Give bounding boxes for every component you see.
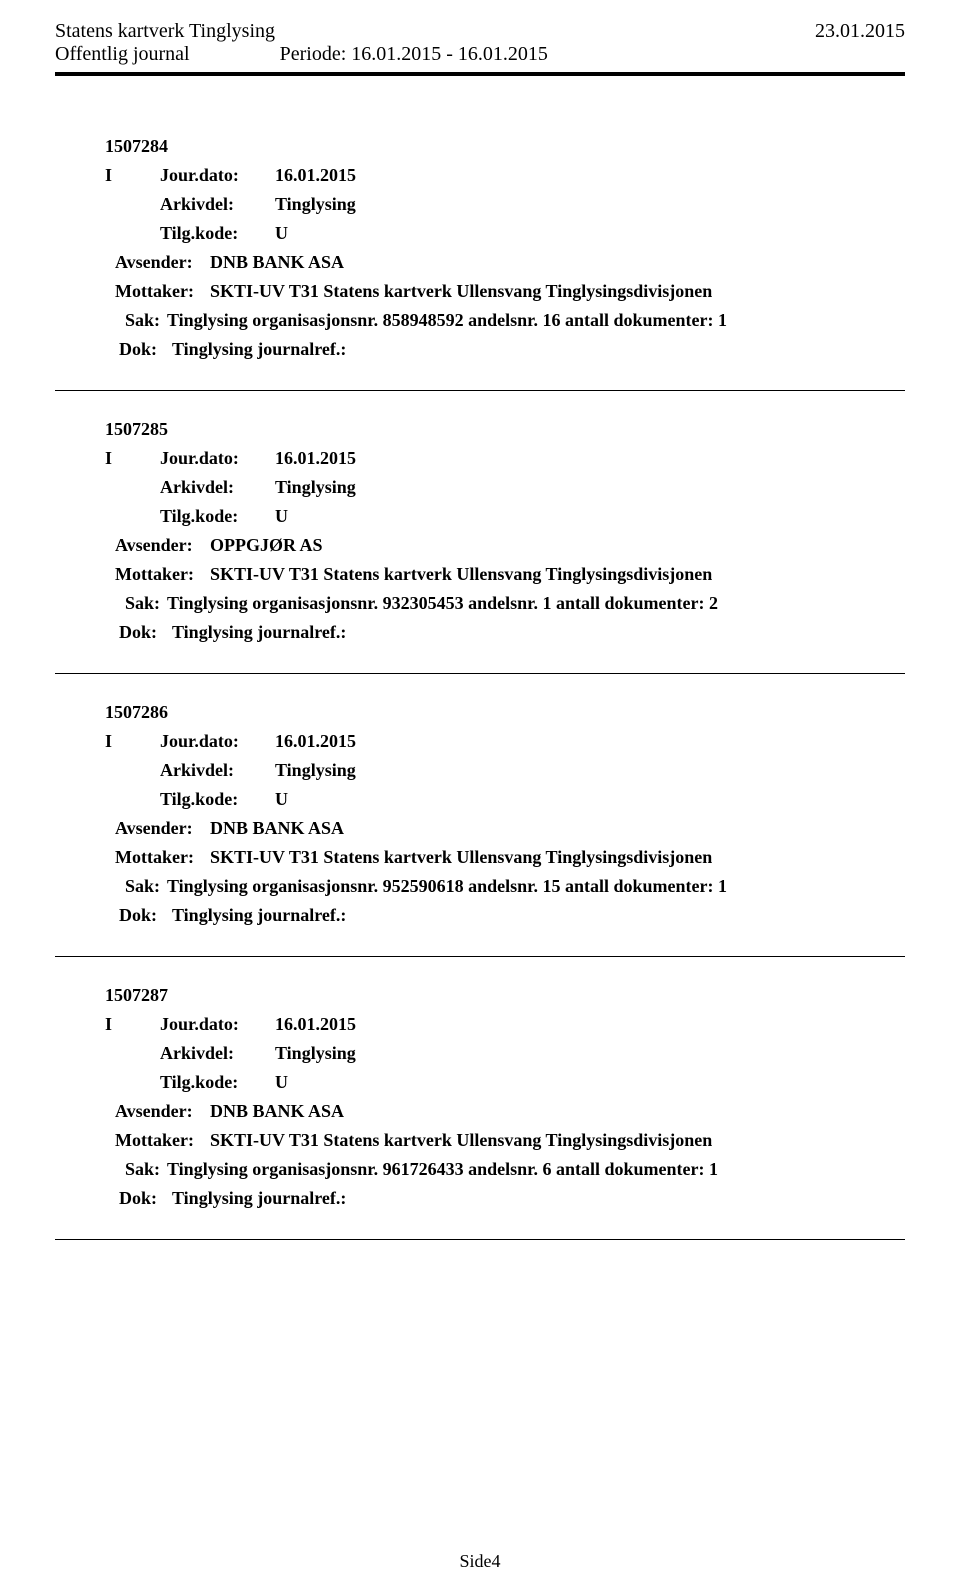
journal-entry: 1507286 I Jour.dato: 16.01.2015 Arkivdel…	[105, 702, 905, 926]
entry-separator	[55, 1239, 905, 1240]
avsender-label: Avsender:	[115, 252, 210, 273]
header-period: Periode: 16.01.2015 - 16.01.2015	[280, 43, 548, 66]
sak-value: Tinglysing organisasjonsnr. 961726433 an…	[167, 1159, 905, 1180]
mottaker-label: Mottaker:	[115, 564, 210, 585]
entry-separator	[55, 956, 905, 957]
header-org: Statens kartverk Tinglysing	[55, 20, 275, 43]
sak-label: Sak:	[115, 876, 167, 897]
entry-id: 1507284	[105, 136, 905, 157]
tilgkode-label: Tilg.kode:	[160, 223, 275, 244]
entry-id: 1507286	[105, 702, 905, 723]
jourdato-label: Jour.dato:	[160, 448, 275, 469]
sak-label: Sak:	[115, 1159, 167, 1180]
page-footer: Side4	[0, 1551, 960, 1572]
header-rule	[55, 72, 905, 76]
journal-entry: 1507285 I Jour.dato: 16.01.2015 Arkivdel…	[105, 419, 905, 643]
avsender-value: DNB BANK ASA	[210, 252, 905, 273]
journal-entry: 1507284 I Jour.dato: 16.01.2015 Arkivdel…	[105, 136, 905, 360]
dok-value: Tinglysing journalref.:	[172, 622, 905, 643]
jourdato-label: Jour.dato:	[160, 165, 275, 186]
tilgkode-value: U	[275, 506, 905, 527]
mottaker-value: SKTI-UV T31 Statens kartverk Ullensvang …	[210, 564, 905, 585]
mottaker-label: Mottaker:	[115, 847, 210, 868]
sak-label: Sak:	[115, 593, 167, 614]
avsender-label: Avsender:	[115, 818, 210, 839]
arkivdel-label: Arkivdel:	[160, 760, 275, 781]
jourdato-label: Jour.dato:	[160, 1014, 275, 1035]
arkivdel-value: Tinglysing	[275, 760, 905, 781]
dok-label: Dok:	[115, 1188, 172, 1209]
arkivdel-value: Tinglysing	[275, 477, 905, 498]
arkivdel-label: Arkivdel:	[160, 477, 275, 498]
mottaker-label: Mottaker:	[115, 281, 210, 302]
sak-value: Tinglysing organisasjonsnr. 932305453 an…	[167, 593, 905, 614]
avsender-value: DNB BANK ASA	[210, 818, 905, 839]
jourdato-value: 16.01.2015	[275, 731, 905, 752]
tilgkode-label: Tilg.kode:	[160, 506, 275, 527]
tilgkode-value: U	[275, 789, 905, 810]
dok-label: Dok:	[115, 339, 172, 360]
avsender-value: OPPGJØR AS	[210, 535, 905, 556]
tilgkode-value: U	[275, 1072, 905, 1093]
tilgkode-value: U	[275, 223, 905, 244]
dok-label: Dok:	[115, 622, 172, 643]
entry-io: I	[105, 165, 160, 186]
avsender-label: Avsender:	[115, 535, 210, 556]
header-date: 23.01.2015	[815, 20, 905, 43]
dok-value: Tinglysing journalref.:	[172, 1188, 905, 1209]
jourdato-value: 16.01.2015	[275, 448, 905, 469]
sak-value: Tinglysing organisasjonsnr. 858948592 an…	[167, 310, 905, 331]
arkivdel-value: Tinglysing	[275, 1043, 905, 1064]
arkivdel-value: Tinglysing	[275, 194, 905, 215]
avsender-value: DNB BANK ASA	[210, 1101, 905, 1122]
jourdato-label: Jour.dato:	[160, 731, 275, 752]
journal-entry: 1507287 I Jour.dato: 16.01.2015 Arkivdel…	[105, 985, 905, 1209]
dok-value: Tinglysing journalref.:	[172, 905, 905, 926]
entry-io: I	[105, 1014, 160, 1035]
page-header: Statens kartverk Tinglysing 23.01.2015 O…	[55, 20, 905, 66]
jourdato-value: 16.01.2015	[275, 165, 905, 186]
header-journal-label: Offentlig journal	[55, 43, 190, 66]
tilgkode-label: Tilg.kode:	[160, 789, 275, 810]
tilgkode-label: Tilg.kode:	[160, 1072, 275, 1093]
entry-separator	[55, 390, 905, 391]
sak-value: Tinglysing organisasjonsnr. 952590618 an…	[167, 876, 905, 897]
page-number: Side4	[459, 1551, 500, 1571]
dok-value: Tinglysing journalref.:	[172, 339, 905, 360]
dok-label: Dok:	[115, 905, 172, 926]
arkivdel-label: Arkivdel:	[160, 1043, 275, 1064]
mottaker-value: SKTI-UV T31 Statens kartverk Ullensvang …	[210, 281, 905, 302]
arkivdel-label: Arkivdel:	[160, 194, 275, 215]
avsender-label: Avsender:	[115, 1101, 210, 1122]
jourdato-value: 16.01.2015	[275, 1014, 905, 1035]
entry-id: 1507287	[105, 985, 905, 1006]
entry-separator	[55, 673, 905, 674]
entry-id: 1507285	[105, 419, 905, 440]
mottaker-label: Mottaker:	[115, 1130, 210, 1151]
mottaker-value: SKTI-UV T31 Statens kartverk Ullensvang …	[210, 1130, 905, 1151]
entry-io: I	[105, 731, 160, 752]
mottaker-value: SKTI-UV T31 Statens kartverk Ullensvang …	[210, 847, 905, 868]
entry-io: I	[105, 448, 160, 469]
sak-label: Sak:	[115, 310, 167, 331]
